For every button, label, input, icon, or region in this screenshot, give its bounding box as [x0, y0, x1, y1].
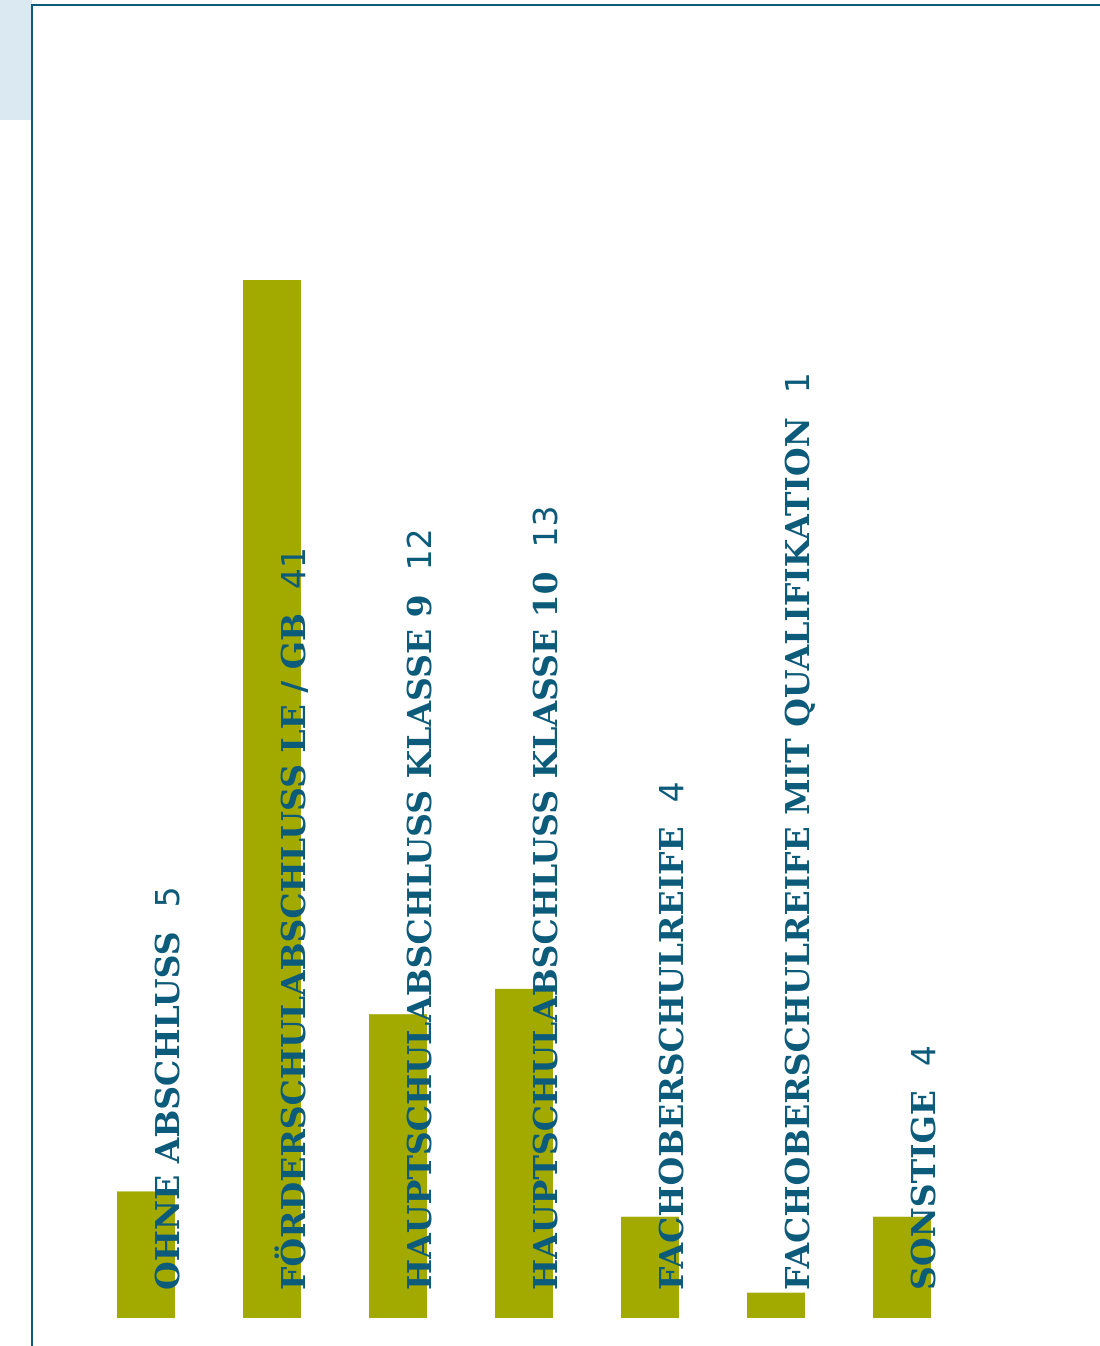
category-label-3: HAUPTSCHULABSCHLUSS KLASSE 9 — [400, 594, 439, 1290]
bar-4 — [495, 988, 553, 1318]
bar-3 — [369, 1014, 427, 1318]
category-label-2: FÖRDERSCHULABSCHLUSS LE / GB — [273, 613, 313, 1290]
category-label-4: HAUPTSCHULABSCHLUSS KLASSE 10 — [526, 571, 565, 1290]
bar-1 — [117, 1191, 175, 1318]
category-label-6: FACHOBERSCHULREIFE MIT QUALIFIKATION — [778, 417, 817, 1290]
value-label-1: 5 — [148, 886, 187, 907]
corner-block — [0, 0, 32, 120]
bar-label-group-2: FÖRDERSCHULABSCHLUSS LE / GB 41 — [273, 547, 313, 1290]
bar-5 — [621, 1216, 679, 1318]
value-label-3: 12 — [400, 528, 439, 570]
top-border — [31, 4, 1100, 6]
value-label-2: 41 — [274, 547, 313, 589]
bar-6 — [747, 1292, 805, 1318]
value-label-4: 13 — [526, 505, 565, 547]
category-label-7: SONSTIGE — [904, 1090, 943, 1290]
bar-label-group-3: HAUPTSCHULABSCHLUSS KLASSE 9 12 — [400, 528, 439, 1290]
left-border — [31, 4, 33, 1346]
value-label-5: 4 — [652, 781, 691, 802]
bar-label-group-6: FACHOBERSCHULREIFE MIT QUALIFIKATION 1 — [778, 372, 817, 1290]
value-label-7: 4 — [904, 1045, 943, 1066]
bar-label-group-7: SONSTIGE 4 — [904, 1045, 943, 1290]
bar-2 — [243, 280, 301, 1318]
bar-7 — [873, 1216, 931, 1318]
category-label-1: OHNE ABSCHLUSS — [148, 931, 187, 1290]
value-label-6: 1 — [778, 372, 817, 393]
bar-label-group-1: OHNE ABSCHLUSS 5 — [148, 886, 187, 1290]
category-label-5: FACHOBERSCHULREIFE — [652, 826, 691, 1290]
bar-label-group-5: FACHOBERSCHULREIFE 4 — [652, 781, 691, 1290]
bar-label-group-4: HAUPTSCHULABSCHLUSS KLASSE 10 13 — [526, 505, 565, 1290]
